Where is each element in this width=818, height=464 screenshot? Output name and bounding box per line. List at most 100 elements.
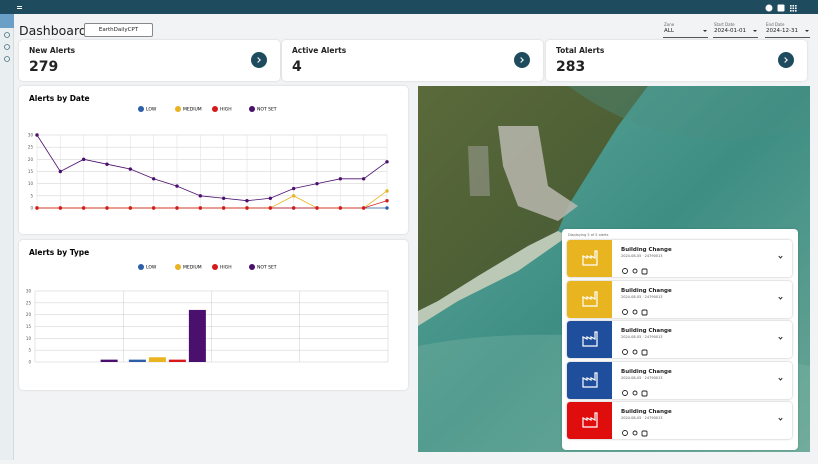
alert-actions	[621, 424, 661, 437]
alert-icon-box	[567, 240, 612, 277]
data-point	[35, 133, 39, 137]
alert-title: Building Change	[621, 368, 672, 375]
factory-icon	[582, 371, 598, 388]
action-icons[interactable]	[621, 429, 661, 439]
menu-icon-bar	[17, 8, 22, 9]
bar	[128, 359, 146, 362]
data-point	[385, 199, 389, 203]
expand-chevron[interactable]	[778, 416, 783, 421]
nav-dashboard[interactable]	[0, 14, 14, 28]
data-point	[105, 206, 109, 210]
data-point	[81, 157, 86, 162]
bar	[168, 359, 186, 362]
stat-card: New Alerts 279	[19, 40, 280, 81]
filter[interactable]: Start Date 2024-01-01	[713, 22, 758, 38]
help-icon[interactable]	[777, 4, 785, 12]
data-point	[385, 160, 389, 164]
menu-icon[interactable]	[17, 6, 22, 7]
y-tick-label: 10	[28, 181, 34, 186]
top-bar	[0, 0, 818, 14]
alert-card[interactable]: Building Change 2024-08-05 · 24790013	[567, 240, 792, 277]
legend-label: NOT SET	[257, 265, 277, 271]
factory-icon	[582, 290, 598, 307]
nav-icon[interactable]	[4, 56, 10, 62]
expand-chevron[interactable]	[778, 375, 783, 381]
chevron	[255, 56, 261, 63]
action-icons[interactable]	[621, 267, 661, 277]
alert-title: Building Change	[621, 409, 672, 415]
stat-card: Total Alerts 283	[546, 40, 807, 81]
legend-label: HIGH	[220, 107, 232, 113]
legend-label: MEDIUM	[183, 265, 202, 271]
data-point	[175, 206, 179, 210]
filter[interactable]: Zone ALL	[663, 22, 708, 38]
alert-subtitle: 2024-08-05 · 24790013	[621, 416, 663, 420]
data-point	[385, 206, 389, 210]
info-icon[interactable]	[765, 4, 773, 12]
y-tick-label: 0	[30, 206, 33, 211]
series-line	[37, 190, 388, 209]
sidebar	[0, 0, 14, 460]
stat-title: Active Alerts	[292, 46, 347, 55]
apps-icon[interactable]	[790, 5, 797, 12]
stat-button[interactable]	[251, 52, 267, 68]
bar	[148, 357, 166, 362]
filter-label: Zone	[664, 22, 675, 27]
chart-title: Alerts by Type	[29, 248, 89, 257]
nav-icon[interactable]	[4, 44, 10, 50]
alert-card[interactable]: Building Change 2024-08-05 · 24790013	[567, 402, 792, 439]
alert-list: Displaying 5 of 5 alerts Building Change 2…	[562, 229, 798, 450]
action-icons[interactable]	[621, 308, 661, 318]
sidebar-icons	[0, 0, 14, 62]
y-tick-label: 30	[28, 133, 34, 138]
data-point	[291, 186, 296, 191]
expand-chevron[interactable]	[778, 294, 783, 300]
filter-value: 2024-12-31	[766, 28, 798, 34]
legend-swatch	[138, 106, 144, 112]
data-point	[81, 206, 86, 210]
legend-label: HIGH	[220, 265, 232, 271]
legend-label: NOT SET	[257, 107, 277, 113]
action-icons[interactable]	[621, 389, 661, 399]
filter-label: End Date	[766, 22, 785, 27]
data-point	[245, 206, 249, 210]
workspace-button[interactable]: EarthDailyCPT	[84, 23, 153, 37]
dropdown-arrow	[805, 30, 809, 32]
data-point	[268, 206, 273, 210]
top-bar-icons	[17, 4, 797, 12]
action-icons[interactable]	[621, 348, 661, 358]
y-tick-label: 10	[26, 336, 32, 341]
chevron	[782, 56, 788, 63]
stat-value: 283	[556, 59, 586, 75]
data-point	[151, 177, 156, 181]
logo	[0, 0, 14, 14]
alert-card[interactable]: Building Change 2024-08-05 · 24790013	[567, 280, 792, 318]
data-point	[58, 206, 63, 210]
filter[interactable]: End Date 2024-12-31	[765, 22, 810, 38]
stat-button[interactable]	[514, 52, 530, 68]
y-tick-label: 15	[28, 169, 34, 174]
nav-icon[interactable]	[4, 32, 10, 38]
stat-button[interactable]	[778, 52, 794, 68]
expand-chevron[interactable]	[778, 254, 783, 259]
y-tick-label: 5	[28, 348, 31, 353]
list-caption: Displaying 5 of 5 alerts	[568, 233, 609, 237]
expand-chevron[interactable]	[778, 335, 783, 340]
series-line	[36, 134, 388, 202]
y-tick-label: 0	[28, 360, 31, 365]
alert-subtitle: 2024-08-05 · 24790013	[621, 335, 663, 339]
alert-title: Building Change	[621, 247, 672, 253]
data-point	[198, 206, 203, 210]
alert-card[interactable]: Building Change 2024-08-05 · 24790013	[567, 361, 792, 399]
stat-value: 279	[29, 59, 59, 75]
data-point	[338, 177, 343, 181]
data-point	[105, 162, 109, 166]
factory-icon	[582, 250, 598, 266]
chart-panel: Alerts by Date LOW MEDIUM HIGH NOT SET 0 5 10 15…	[19, 86, 408, 234]
factory-icon	[582, 412, 598, 428]
alert-icon-box	[567, 321, 612, 358]
alert-card[interactable]: Building Change 2024-08-05 · 24790013	[567, 321, 792, 358]
data-point	[128, 206, 133, 210]
chart-panel: Alerts by Type LOW MEDIUM HIGH NOT SET 0 5 10 15…	[19, 240, 408, 390]
